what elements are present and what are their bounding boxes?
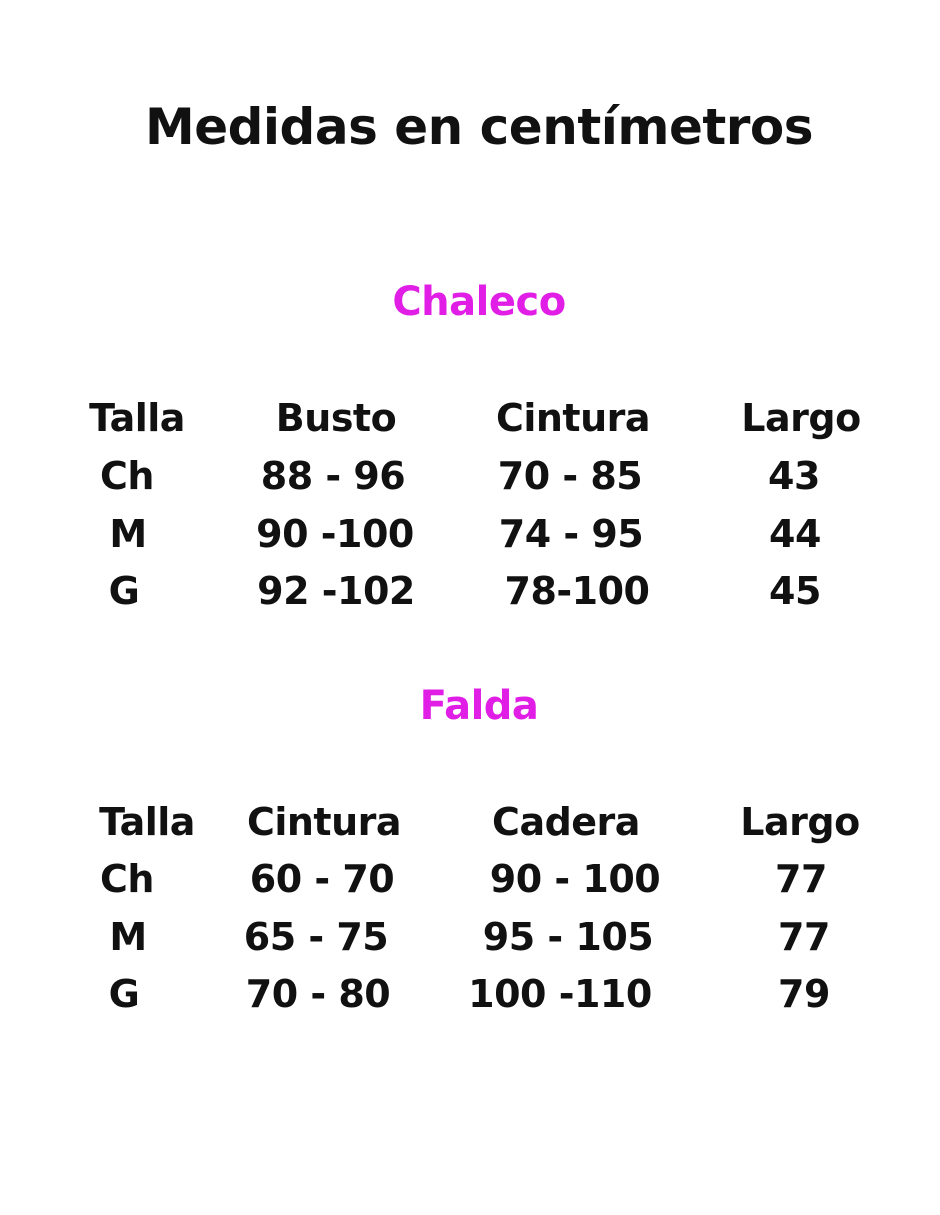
page-title: Medidas en centímetros	[144, 98, 814, 156]
cell: 78-100	[504, 569, 650, 613]
header-talla: Talla	[89, 396, 185, 440]
cell: 70 - 85	[497, 454, 643, 498]
cell: 77	[775, 857, 827, 901]
header-cintura: Cintura	[495, 396, 651, 440]
cell: 92 -102	[257, 569, 415, 613]
cell: 95 - 105	[482, 915, 654, 959]
cell: 43	[768, 454, 820, 498]
cell: M	[109, 512, 147, 556]
cell: 90 - 100	[489, 857, 661, 901]
header-busto: Busto	[275, 396, 397, 440]
cell: 79	[778, 972, 830, 1016]
section-title-falda: Falda	[419, 683, 539, 729]
header-largo: Largo	[741, 396, 861, 440]
cell: Ch	[100, 857, 154, 901]
section-title-chaleco: Chaleco	[392, 279, 566, 325]
cell: Ch	[100, 454, 154, 498]
cell: 88 - 96	[260, 454, 406, 498]
cell: 44	[769, 512, 821, 556]
header-cadera: Cadera	[492, 800, 640, 844]
cell: 70 - 80	[245, 972, 391, 1016]
header-largo: Largo	[740, 800, 860, 844]
cell: 90 -100	[256, 512, 414, 556]
cell: G	[108, 569, 140, 613]
header-talla: Talla	[99, 800, 195, 844]
cell: 77	[778, 915, 830, 959]
cell: 65 - 75	[243, 915, 389, 959]
header-cintura: Cintura	[246, 800, 402, 844]
cell: 74 - 95	[498, 512, 644, 556]
cell: G	[108, 972, 140, 1016]
cell: M	[109, 915, 147, 959]
cell: 45	[769, 569, 821, 613]
cell: 100 -110	[468, 972, 652, 1016]
cell: 60 - 70	[249, 857, 395, 901]
